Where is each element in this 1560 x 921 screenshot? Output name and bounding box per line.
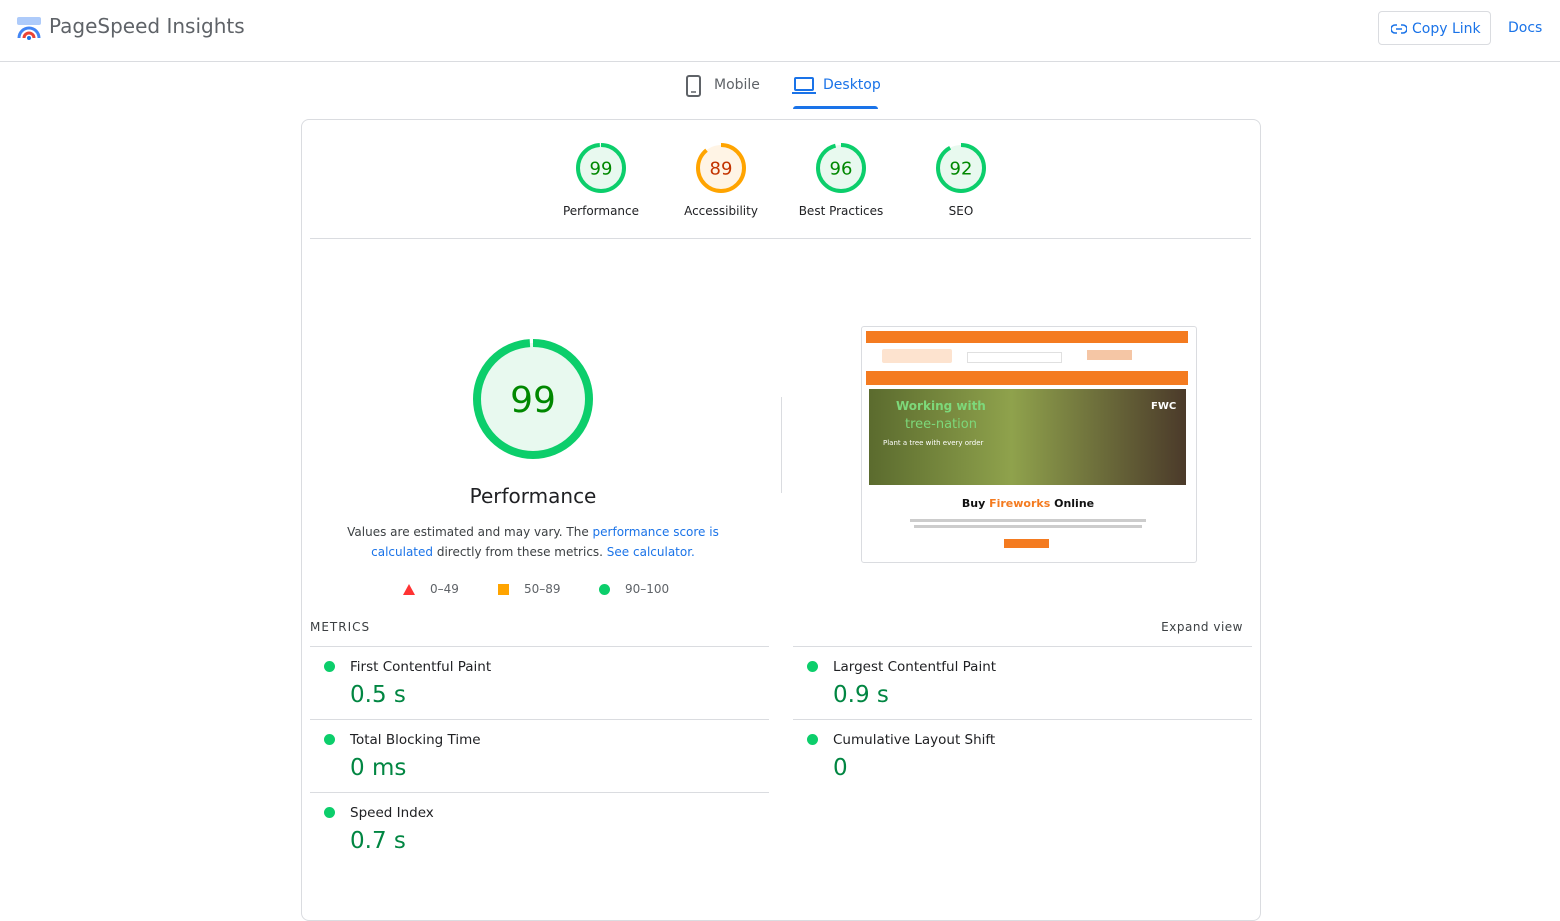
score-gauge: 96 xyxy=(816,143,866,193)
gauge-fill xyxy=(578,145,624,191)
app-title: PageSpeed Insights xyxy=(49,14,245,38)
site-heading: Buy Fireworks Online xyxy=(862,497,1194,510)
gauge-fill xyxy=(818,145,864,191)
metric-status xyxy=(324,661,335,672)
metric-value: 0.7 s xyxy=(350,828,406,854)
logo xyxy=(17,17,41,40)
score-label: Best Practices xyxy=(798,204,884,218)
performance-gauge: 99 xyxy=(473,339,593,459)
site-text xyxy=(914,525,1142,528)
tab-indicator xyxy=(793,106,878,109)
score-gauge: 92 xyxy=(936,143,986,193)
site-text xyxy=(910,519,1146,522)
gauge-arc xyxy=(936,143,986,193)
heading-text: Online xyxy=(1050,497,1095,510)
site-phone xyxy=(1087,350,1132,360)
metric-name: Largest Contentful Paint xyxy=(833,659,997,675)
gauge-score: 99 xyxy=(510,380,556,421)
metrics-heading: METRICS xyxy=(310,620,371,634)
metric-status xyxy=(807,661,818,672)
score-gauge: 89 xyxy=(696,143,746,193)
metric-status xyxy=(807,734,818,745)
gauge-fill xyxy=(938,145,984,191)
site-topbar xyxy=(866,331,1188,343)
metric-name: Total Blocking Time xyxy=(350,732,481,748)
gauge-arc xyxy=(473,339,593,459)
divider xyxy=(781,397,782,493)
legend-average: 50–89 xyxy=(524,582,561,596)
desktop-icon xyxy=(792,77,816,94)
site-hero: Working with tree-nation Plant a tree wi… xyxy=(869,389,1186,485)
gauge-arc xyxy=(576,143,626,193)
metric-row: Largest Contentful Paint 0.9 s xyxy=(793,646,1252,719)
metric-value: 0 xyxy=(833,755,848,781)
gauge-score: 99 xyxy=(590,158,613,179)
header: PageSpeed Insights Copy Link Docs xyxy=(0,0,1560,62)
tab-mobile[interactable]: Mobile xyxy=(714,77,760,93)
metric-row: First Contentful Paint 0.5 s xyxy=(310,646,769,719)
metric-value: 0 ms xyxy=(350,755,407,781)
metric-row: Speed Index 0.7 s xyxy=(310,792,769,865)
site-search xyxy=(967,352,1062,363)
site-logo xyxy=(882,349,952,363)
legend-fail: 0–49 xyxy=(430,582,459,596)
hero-badge: FWC xyxy=(1151,401,1177,412)
legend-pass: 90–100 xyxy=(625,582,670,596)
metric-row: Total Blocking Time 0 ms xyxy=(310,719,769,792)
tab-desktop[interactable]: Desktop xyxy=(823,77,881,93)
metric-value: 0.5 s xyxy=(350,682,406,708)
divider xyxy=(310,238,1251,239)
gauge-fill xyxy=(698,145,744,191)
calculator-link[interactable]: See calculator. xyxy=(606,545,695,559)
score-label: SEO xyxy=(948,204,974,218)
performance-title: Performance xyxy=(469,484,597,508)
metric-name: Speed Index xyxy=(350,805,434,821)
legend-pass-icon xyxy=(599,584,610,595)
expand-view[interactable]: Expand view xyxy=(1161,620,1243,634)
legend-average-icon xyxy=(498,584,509,595)
score-label: Performance xyxy=(562,204,640,218)
score-gauge: 99 xyxy=(576,143,626,193)
site-nav xyxy=(866,371,1188,385)
heading-highlight: Fireworks xyxy=(989,497,1051,510)
gauge-arc xyxy=(696,143,746,193)
heading-text: Buy xyxy=(961,497,990,510)
docs-link[interactable]: Docs xyxy=(1508,20,1543,36)
score-link[interactable]: performance score is calculated xyxy=(371,525,719,559)
copy-link-label: Copy Link xyxy=(1412,21,1481,37)
site-button xyxy=(1004,539,1049,548)
metric-status xyxy=(324,807,335,818)
metric-status xyxy=(324,734,335,745)
performance-note: Values are estimated and may vary. The p… xyxy=(343,522,723,562)
link-icon xyxy=(1391,24,1407,34)
score-label: Accessibility xyxy=(684,204,758,218)
metric-value: 0.9 s xyxy=(833,682,889,708)
note-text: directly from these metrics. xyxy=(433,545,607,559)
hero-line: Working with xyxy=(896,399,986,413)
mobile-icon xyxy=(686,75,701,97)
metric-row: Cumulative Layout Shift 0 xyxy=(793,719,1252,792)
copy-link-button[interactable]: Copy Link xyxy=(1378,11,1491,45)
metric-name: Cumulative Layout Shift xyxy=(833,732,996,748)
gauge-score: 96 xyxy=(830,158,853,179)
gauge-score: 92 xyxy=(950,158,973,179)
gauge-fill xyxy=(477,343,589,455)
hero-sub: Plant a tree with every order xyxy=(883,439,984,447)
hero-line: tree-nation xyxy=(905,417,977,432)
note-text: Values are estimated and may vary. The xyxy=(347,525,593,539)
metric-name: First Contentful Paint xyxy=(350,659,492,675)
gauge-arc xyxy=(816,143,866,193)
legend-fail-icon xyxy=(403,584,415,595)
gauge-score: 89 xyxy=(710,158,733,179)
page-screenshot: Working with tree-nation Plant a tree wi… xyxy=(861,326,1197,563)
